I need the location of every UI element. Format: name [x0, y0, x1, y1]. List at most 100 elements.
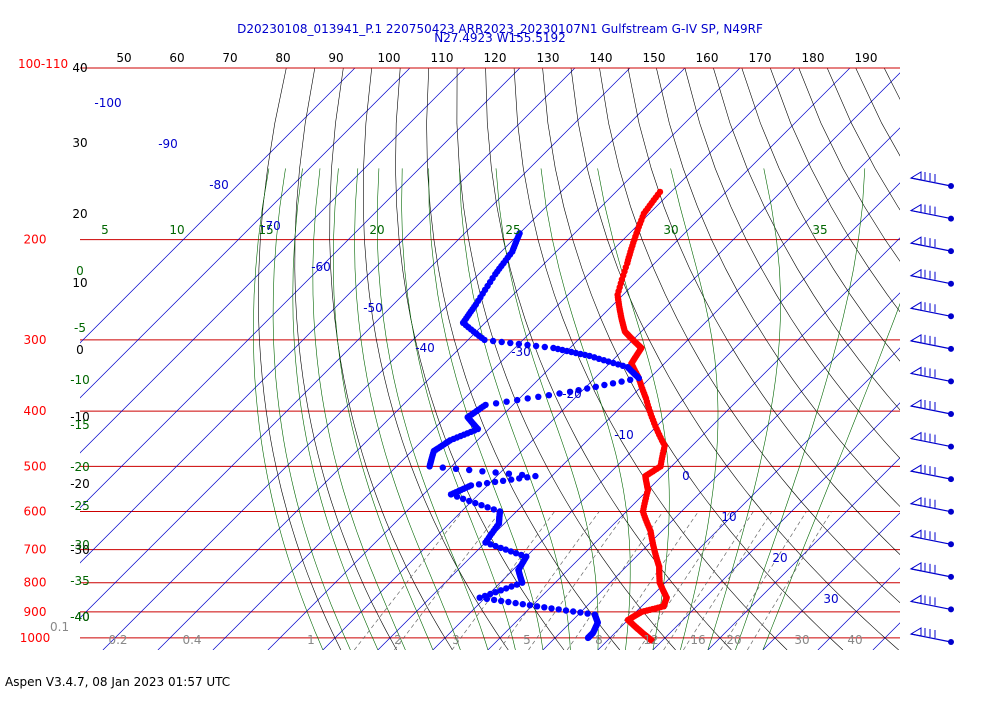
dewpoint-point: [541, 604, 548, 611]
left-height-label: -40: [70, 610, 90, 624]
wind-barb: [909, 301, 954, 320]
theta-e-label: 20: [369, 223, 384, 237]
wind-barb: [909, 561, 954, 580]
mixing-ratio-label: 0.2: [108, 633, 127, 647]
mixing-ratio-label: 16: [690, 633, 705, 647]
mixing-ratio-label: 40: [847, 633, 862, 647]
left-height-label: 30: [72, 136, 87, 150]
mixing-ratio-label: 12: [643, 633, 658, 647]
wind-barb: [909, 366, 954, 385]
theta-e-label: 10: [169, 223, 184, 237]
dry-adiabat: [883, 68, 900, 100]
isotherm-label: -90: [158, 137, 178, 151]
isotherm-line: [652, 402, 900, 650]
small-scale-label: 0.1: [50, 620, 69, 634]
dewpoint-point: [609, 380, 617, 387]
mixing-ratio-line: [566, 511, 664, 650]
dry-adiabat: [713, 68, 900, 411]
left-green-label: -25: [70, 499, 90, 513]
dry-adiabat: [627, 68, 900, 555]
mixing-ratio-line: [720, 511, 807, 650]
theta-e-label: 35: [812, 223, 827, 237]
isotherm-line: [322, 72, 900, 650]
isotherm-label: -40: [415, 341, 435, 355]
isotherm-label: -100: [94, 96, 121, 110]
isotherm-label: -60: [311, 260, 331, 274]
dry-adiabat: [542, 68, 844, 650]
footer-label: Aspen V3.4.7, 08 Jan 2023 01:57 UTC: [5, 675, 230, 689]
isotherm-line: [707, 457, 900, 650]
wind-barb-station: [948, 215, 954, 222]
dewpoint-point: [492, 589, 499, 596]
wind-barb-station: [948, 378, 954, 385]
dry-adiabat: [362, 68, 509, 650]
dewpoint-point: [426, 463, 433, 470]
dewpoint-point: [515, 340, 523, 348]
left-height-label: 40: [72, 61, 87, 75]
mixing-ratio-line: [604, 511, 699, 650]
wind-barb-flag: [909, 301, 922, 311]
moist-adiabat: [312, 168, 406, 650]
theta-e-label: 5: [101, 223, 109, 237]
dry-adiabat: [456, 68, 676, 650]
dry-adiabat: [294, 68, 397, 650]
wind-barb-flag: [909, 627, 922, 637]
left-height-label: 20: [72, 207, 87, 221]
dewpoint-point: [447, 491, 455, 498]
pressure-label: 900: [24, 605, 47, 619]
mixing-ratio-line: [498, 511, 600, 650]
dry-adiabat: [485, 68, 732, 650]
isotherm-line: [542, 292, 900, 650]
dewpoint-point: [548, 605, 555, 612]
mixing-ratio-label: 5: [523, 633, 531, 647]
left-height-label: -30: [70, 543, 90, 557]
moist-adiabat: [332, 168, 434, 650]
dewpoint-point: [466, 466, 473, 474]
wind-barb-station: [948, 606, 954, 613]
dewpoint-point: [512, 550, 520, 557]
dewpoint-point: [512, 599, 519, 607]
wind-barb: [909, 594, 954, 613]
top-scale-label: 50: [116, 51, 131, 65]
isotherm-label: -80: [209, 178, 229, 192]
moist-adiabat: [292, 168, 379, 650]
moist-adiabat: [377, 168, 489, 650]
dewpoint-point: [489, 337, 497, 345]
dewpoint-point: [476, 594, 483, 601]
wind-barb: [909, 431, 954, 450]
dewpoint-point: [475, 481, 483, 488]
dry-adiabat: [855, 68, 900, 157]
mixing-ratio-line: [528, 511, 627, 650]
isotherm-label: -50: [363, 301, 383, 315]
isotherm-label: -10: [614, 428, 634, 442]
dewpoint-point: [466, 497, 473, 505]
dry-adiabat: [329, 68, 453, 650]
dewpoint-point: [516, 475, 523, 482]
dewpoint-point: [514, 396, 521, 404]
left-height-label: 10: [72, 276, 87, 290]
wind-barb-flag: [909, 236, 922, 246]
wind-barb-flag: [909, 496, 922, 507]
top-scale-label: 190: [855, 51, 878, 65]
dry-adiabat: [656, 68, 900, 507]
dewpoint-point: [439, 464, 446, 471]
moist-adiabat: [428, 168, 544, 650]
dewpoint-point: [519, 601, 526, 608]
left-green-label: -30: [70, 538, 90, 552]
wind-barb-flag: [909, 464, 922, 474]
isotherm-line: [80, 68, 576, 564]
isotherm-line: [597, 347, 900, 650]
mixing-ratio-line: [394, 511, 501, 650]
dewpoint-point: [484, 504, 491, 511]
dry-adiabat: [570, 68, 899, 650]
mixing-ratio-line: [746, 511, 832, 650]
wind-barb: [909, 203, 954, 222]
moist-adiabat: [272, 168, 351, 650]
dewpoint-point: [535, 393, 542, 400]
mixing-ratio-label: 2: [394, 633, 402, 647]
left-green-label: -5: [74, 321, 86, 335]
dewpoint-point: [472, 499, 479, 507]
